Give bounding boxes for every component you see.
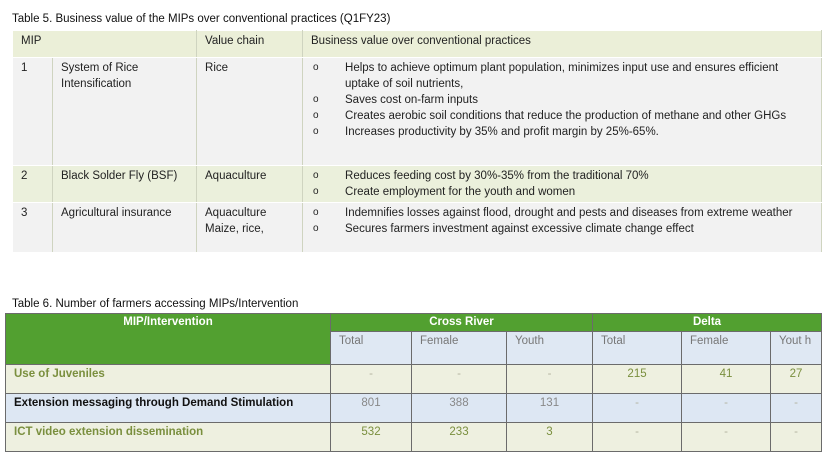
value-chain: Rice [196, 57, 304, 166]
cell-value: 532 [330, 422, 412, 452]
subheader-total: Total [330, 331, 412, 365]
cell-value: 41 [681, 364, 772, 394]
cell-value: 3 [505, 422, 594, 452]
farmers-access-table: MIP/Intervention Cross River Delta Total… [5, 313, 822, 452]
table-header-row: MIP Value chain Business value over conv… [11, 30, 822, 58]
cell-value: 801 [330, 393, 412, 423]
row-number: 3 [12, 202, 53, 253]
row-number: 2 [12, 165, 53, 203]
table-row: Use of Juveniles - - - 215 41 27 [5, 364, 822, 394]
cell-value: - [681, 422, 772, 452]
header-intervention: MIP/Intervention [5, 313, 331, 365]
value-chain: Aquaculture Maize, rice, [196, 202, 304, 253]
cell-value: - [770, 393, 822, 423]
intervention-name: ICT video extension dissemination [5, 422, 331, 452]
cell-value: - [411, 364, 507, 394]
mip-name: System of Rice Intensification [51, 57, 198, 166]
cell-value: - [592, 393, 683, 423]
bullet-item: Secures farmers investment against exces… [311, 221, 813, 237]
subheader-youth: Youth [505, 331, 594, 365]
subheader-female: Female [411, 331, 507, 365]
business-value-list: Helps to achieve optimum plant populatio… [302, 57, 822, 166]
cell-value: - [592, 422, 683, 452]
bullet-item: Saves cost on-farm inputs [311, 92, 813, 108]
table-row: Extension messaging through Demand Stimu… [5, 393, 822, 423]
row-number: 1 [12, 57, 53, 166]
subheader-female: Female [681, 331, 772, 365]
mip-name: Black Solder Fly (BSF) [51, 165, 198, 203]
mip-name: Agricultural insurance [51, 202, 198, 253]
header-cross-river: Cross River [329, 313, 594, 332]
table5-caption: Table 5. Business value of the MIPs over… [12, 13, 391, 25]
intervention-name: Use of Juveniles [5, 364, 331, 394]
subheader-total: Total [592, 331, 683, 365]
bullet-item: Create employment for the youth and wome… [311, 184, 813, 200]
intervention-name: Extension messaging through Demand Stimu… [5, 393, 331, 423]
subheader-row: Total Female Youth Total Female Yout h [6, 331, 822, 365]
cell-value: - [681, 393, 772, 423]
table-row: ICT video extension dissemination 532 23… [5, 422, 822, 452]
cell-value: 27 [770, 364, 822, 394]
cell-value: 131 [505, 393, 594, 423]
business-value-table: MIP Value chain Business value over conv… [11, 30, 822, 253]
table6-caption: Table 6. Number of farmers accessing MIP… [12, 298, 299, 310]
cell-value: 233 [411, 422, 507, 452]
cell-value: 215 [592, 364, 683, 394]
table-row: 1 System of Rice Intensification Rice He… [12, 57, 822, 166]
business-value-list: Reduces feeding cost by 30%-35% from the… [302, 165, 822, 203]
subheader-youth: Yout h [770, 331, 822, 365]
table-row: 3 Agricultural insurance Aquaculture Mai… [12, 202, 822, 253]
bullet-item: Helps to achieve optimum plant populatio… [311, 60, 813, 92]
header-delta: Delta [592, 313, 822, 332]
bullet-item: Reduces feeding cost by 30%-35% from the… [311, 168, 813, 184]
bullet-item: Creates aerobic soil conditions that red… [311, 108, 813, 124]
bullet-item: Increases productivity by 35% and profit… [311, 124, 813, 140]
business-value-list: Indemnifies losses against flood, drough… [302, 202, 822, 253]
cell-value: - [505, 364, 594, 394]
table-row: 2 Black Solder Fly (BSF) Aquaculture Red… [12, 165, 822, 203]
cell-value: 388 [411, 393, 507, 423]
header-value-chain: Value chain [196, 30, 304, 58]
header-mip: MIP [11, 30, 198, 58]
cell-value: - [770, 422, 822, 452]
bullet-item: Indemnifies losses against flood, drough… [311, 205, 813, 221]
cell-value: - [330, 364, 412, 394]
value-chain: Aquaculture [196, 165, 304, 203]
header-business-value: Business value over conventional practic… [302, 30, 822, 58]
